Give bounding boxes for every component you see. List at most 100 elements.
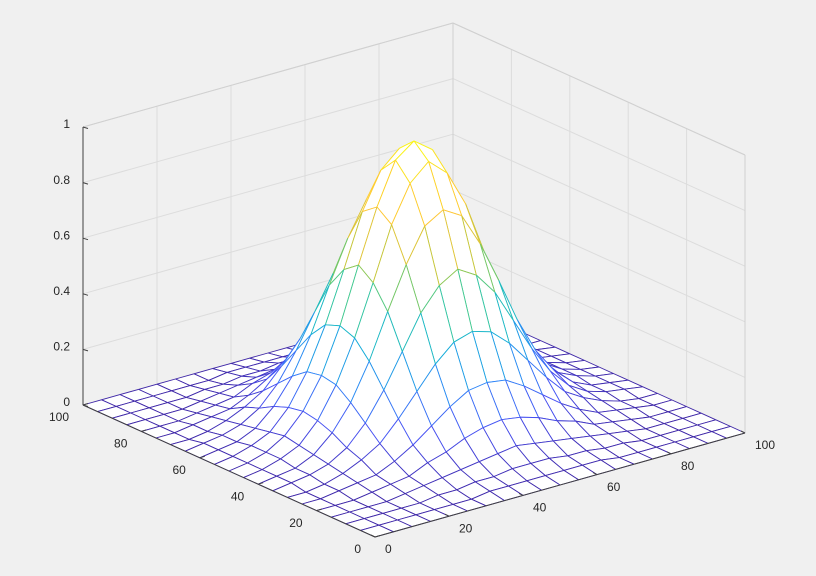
mesh-face (249, 353, 283, 363)
mesh-face (435, 342, 469, 407)
mesh-edge (372, 282, 389, 312)
mesh-edge (568, 385, 584, 398)
mesh-edge (534, 440, 554, 444)
mesh-edge (149, 407, 164, 415)
mesh-edge (475, 275, 492, 332)
mesh-edge (405, 485, 424, 495)
mesh-edge (465, 203, 481, 245)
mesh-edge (612, 418, 632, 423)
mesh-edge (553, 370, 570, 386)
mesh-edge (331, 511, 350, 518)
mesh-edge (431, 425, 447, 453)
mesh-edge (152, 390, 172, 397)
mesh-face (317, 384, 351, 433)
mesh-edge (475, 476, 494, 483)
mesh-edge (314, 284, 330, 313)
mesh-face (208, 372, 242, 385)
mesh-edge (378, 519, 398, 526)
mesh-edge (230, 362, 246, 368)
mesh-edge (244, 406, 260, 409)
x-tick-label: 40 (533, 501, 547, 515)
mesh-edge (549, 455, 568, 459)
mesh-edge (398, 418, 414, 446)
mesh-edge (353, 491, 373, 501)
mesh-edge (494, 291, 514, 321)
mesh-edge (145, 419, 161, 427)
mesh-edge (273, 375, 293, 407)
mesh-edge (589, 435, 606, 449)
mesh-edge (641, 440, 657, 448)
mesh-edge (657, 392, 673, 401)
mesh-edge (288, 407, 304, 412)
mesh-edge (262, 383, 278, 392)
mesh-edge (208, 379, 224, 385)
mesh-edge (508, 480, 528, 487)
mesh-edge (317, 384, 337, 421)
mesh-face (230, 390, 264, 409)
mesh-edge (188, 431, 208, 440)
mesh-edge (284, 411, 304, 437)
grid-line (82, 133, 454, 239)
mesh-edge (325, 324, 341, 327)
mesh-edge (251, 445, 267, 453)
mesh-edge (126, 419, 146, 426)
mesh-edge (387, 264, 407, 312)
mesh-edge (423, 477, 443, 487)
mesh-face (353, 492, 387, 507)
mesh-edge (609, 379, 629, 384)
mesh-edge (212, 362, 232, 370)
mesh-edge (438, 285, 455, 343)
z-tick (82, 404, 89, 407)
mesh-edge (546, 376, 566, 392)
x-tick-label: 100 (755, 438, 775, 452)
mesh-edge (357, 474, 377, 484)
mesh-edge (560, 402, 580, 410)
mesh-edge (295, 467, 310, 476)
mesh-edge (449, 390, 469, 408)
mesh-edge (244, 390, 264, 408)
mesh-edge (252, 372, 272, 384)
mesh-face (299, 420, 333, 455)
mesh-face (604, 443, 638, 458)
mesh-edge (229, 406, 245, 410)
mesh-edge (461, 215, 477, 276)
mesh-edge (233, 383, 253, 398)
mesh-edge (671, 399, 687, 408)
mesh-edge (324, 269, 345, 325)
mesh-edge (551, 355, 567, 364)
mesh-edge (276, 475, 292, 484)
mesh-face (516, 443, 550, 464)
mesh-face (218, 441, 252, 457)
mesh-edge (334, 499, 354, 506)
mesh-edge (553, 370, 573, 383)
grid-line (82, 78, 454, 184)
mesh-edge (368, 311, 389, 362)
mesh-face (227, 367, 261, 377)
mesh-edge (391, 224, 407, 265)
mesh-edge (457, 268, 477, 276)
mesh-edge (261, 458, 281, 471)
mesh-edge (101, 394, 121, 401)
mesh-edge (583, 397, 602, 402)
mesh-edge (134, 395, 154, 402)
mesh-edge (523, 385, 540, 418)
mesh-edge (186, 396, 201, 402)
mesh-edge (241, 370, 261, 377)
mesh-edge (434, 503, 454, 511)
mesh-face (189, 431, 223, 444)
mesh-edge (415, 514, 431, 522)
mesh-edge (479, 243, 496, 293)
mesh-face (236, 428, 270, 446)
mesh-edge (693, 431, 713, 438)
box-edge (82, 22, 454, 128)
mesh-edge (656, 441, 676, 448)
mesh-edge (261, 469, 277, 477)
mesh-edge (230, 357, 250, 364)
mesh-edge (560, 403, 576, 422)
mesh-edge (338, 490, 354, 501)
mesh-edge (468, 390, 484, 428)
mesh-edge (553, 438, 572, 442)
mesh-edge (349, 511, 365, 520)
mesh-edge (156, 378, 176, 385)
mesh-edge (526, 475, 546, 482)
